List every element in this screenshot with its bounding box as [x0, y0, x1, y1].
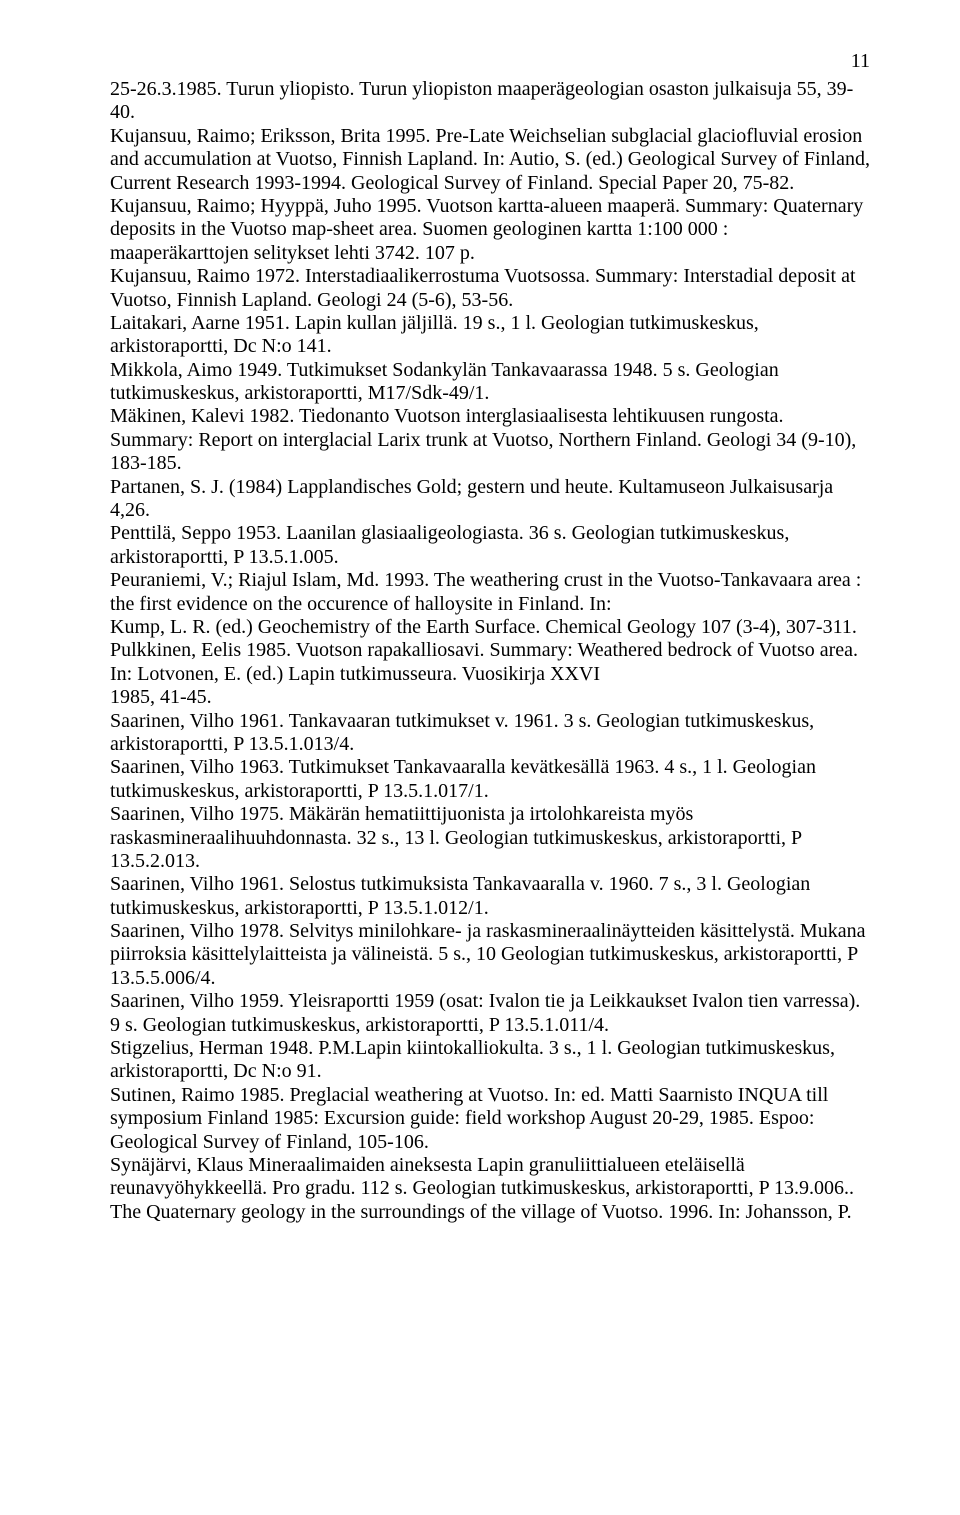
references-list: 25-26.3.1985. Turun yliopisto. Turun yli… — [110, 78, 870, 1224]
reference-entry: Synäjärvi, Klaus Mineraalimaiden ainekse… — [110, 1154, 870, 1201]
reference-entry: Kump, L. R. (ed.) Geochemistry of the Ea… — [110, 616, 870, 639]
reference-entry: Peuraniemi, V.; Riajul Islam, Md. 1993. … — [110, 569, 870, 616]
reference-entry: Saarinen, Vilho 1961. Selostus tutkimuks… — [110, 873, 870, 920]
reference-entry: Sutinen, Raimo 1985. Preglacial weatheri… — [110, 1084, 870, 1154]
reference-entry: 25-26.3.1985. Turun yliopisto. Turun yli… — [110, 78, 870, 125]
document-page: 11 25-26.3.1985. Turun yliopisto. Turun … — [0, 0, 960, 1515]
reference-entry: Saarinen, Vilho 1961. Tankavaaran tutkim… — [110, 710, 870, 757]
reference-entry: The Quaternary geology in the surroundin… — [110, 1201, 870, 1224]
reference-entry: Mikkola, Aimo 1949. Tutkimukset Sodankyl… — [110, 359, 870, 406]
reference-entry: Saarinen, Vilho 1963. Tutkimukset Tankav… — [110, 756, 870, 803]
reference-entry: Kujansuu, Raimo; Eriksson, Brita 1995. P… — [110, 125, 870, 195]
reference-entry: Stigzelius, Herman 1948. P.M.Lapin kiint… — [110, 1037, 870, 1084]
reference-entry: Penttilä, Seppo 1953. Laanilan glasiaali… — [110, 522, 870, 569]
page-number: 11 — [851, 50, 870, 73]
reference-entry: 1985, 41-45. — [110, 686, 870, 709]
reference-entry: Saarinen, Vilho 1975. Mäkärän hematiitti… — [110, 803, 870, 873]
reference-entry: Laitakari, Aarne 1951. Lapin kullan jälj… — [110, 312, 870, 359]
reference-entry: Saarinen, Vilho 1978. Selvitys minilohka… — [110, 920, 870, 990]
reference-entry: Kujansuu, Raimo; Hyyppä, Juho 1995. Vuot… — [110, 195, 870, 265]
reference-entry: Kujansuu, Raimo 1972. Interstadiaalikerr… — [110, 265, 870, 312]
reference-entry: Saarinen, Vilho 1959. Yleisraportti 1959… — [110, 990, 870, 1037]
reference-entry: Mäkinen, Kalevi 1982. Tiedonanto Vuotson… — [110, 405, 870, 475]
reference-entry: Pulkkinen, Eelis 1985. Vuotson rapakalli… — [110, 639, 870, 686]
reference-entry: Partanen, S. J. (1984) Lapplandisches Go… — [110, 476, 870, 523]
